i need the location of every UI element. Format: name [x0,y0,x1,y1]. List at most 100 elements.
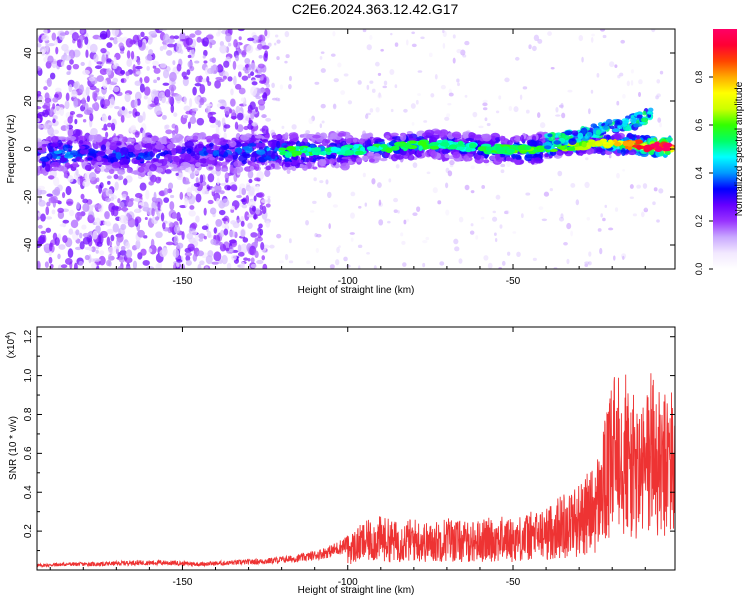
spectral-speckle [515,56,520,61]
spectral-speckle [116,239,121,247]
spectral-speckle [512,231,517,234]
spectral-speckle [75,229,80,236]
spectral-speckle [241,204,248,209]
spectral-speckle [165,124,170,129]
spectral-speckle [188,210,196,217]
spectral-speckle [256,259,264,265]
spectral-ridge-blob [79,158,85,163]
spectral-ridge-blob [190,150,196,157]
spectral-speckle [458,216,464,223]
spectral-speckle [581,56,584,63]
spectral-speckle [604,204,607,209]
spectral-speckle [102,79,108,90]
snr-frame [36,326,676,571]
spectral-speckle [621,253,627,259]
spectral-speckle [96,241,103,247]
spectral-ridge-blob [254,142,265,149]
spectral-speckle [402,262,407,267]
spectral-ridge-blob [286,141,291,145]
spectral-ridge-blob [614,133,622,140]
spectral-speckle [70,219,79,229]
spectral-ridge-blob [72,161,79,168]
spectral-speckle [274,42,277,46]
spectral-ridge-blob [494,152,501,160]
spectral-speckle [176,242,184,249]
spectral-core-blob [286,145,297,152]
spectral-ridge-blob [318,158,326,166]
spectral-speckle [541,218,548,222]
spectral-speckle [118,42,124,49]
spectral-speckle [118,255,126,263]
spectral-speckle [145,46,149,51]
spectral-speckle [258,103,265,111]
spectral-speckle [262,249,268,253]
spectral-speckle [406,218,410,222]
spectral-speckle [202,37,210,47]
spectral-ridge-blob [145,143,154,149]
spectral-speckle [244,57,251,65]
spectral-speckle [257,227,261,233]
spectral-core-blob [537,146,545,153]
spectral-speckle [237,251,245,257]
spectral-speckle [37,111,46,117]
spectral-speckle [410,103,416,109]
spectral-speckle [214,80,221,89]
spectrogram-heatmap [37,29,675,269]
spectral-speckle [240,261,246,269]
spectral-speckle [182,181,191,185]
spectral-speckle [198,238,204,242]
spectral-speckle [513,106,519,113]
spectral-speckle [173,225,181,234]
spectral-speckle [39,234,46,245]
spectral-speckle [158,29,167,32]
colorbar-tick-label: 0.2 [694,215,704,228]
spectral-speckle [195,215,200,223]
colorbar-gradient [713,29,737,269]
spectral-speckle [221,217,228,222]
spectral-speckle [190,230,198,236]
spectral-speckle [146,66,150,71]
spectral-speckle [192,86,197,96]
spectral-speckle [221,198,230,207]
spectral-speckle [378,199,382,206]
spectral-speckle [420,36,425,40]
spectral-speckle [170,194,175,199]
spectral-speckle [261,114,267,119]
spectral-speckle [570,230,574,237]
spectral-branch-blob [580,127,588,135]
spectral-speckle [106,175,112,179]
spectral-speckle [103,221,107,225]
spectral-speckle [84,36,89,45]
spectral-speckle [204,190,209,195]
spectral-speckle [37,43,42,48]
spectral-speckle [219,241,224,247]
spectral-ridge-blob [265,165,272,171]
spectral-speckle [365,114,369,120]
spectral-ridge-blob [53,150,63,154]
spectral-ridge-blob [41,143,48,147]
spectral-speckle [119,249,127,256]
spectral-core-blob [613,141,622,147]
spectral-speckle [314,233,318,238]
snr-x-label: Height of straight line (km) [298,585,415,596]
spectral-ridge-blob [328,158,335,165]
spectral-ridge-blob [291,159,298,166]
spectral-speckle [173,235,179,245]
spectral-ridge-blob [301,133,311,139]
spectral-speckle [169,201,175,211]
spectral-speckle [155,216,160,221]
spectral-speckle [213,184,222,193]
spectral-speckle [88,76,96,82]
spectral-branch-blob [633,123,640,128]
spectral-speckle [241,75,249,81]
spectral-speckle [403,219,407,225]
snr-series-line [37,373,675,568]
spectral-speckle [82,198,89,204]
spectral-speckle [203,49,208,57]
spectral-speckle [482,107,488,111]
spectral-speckle [452,57,456,64]
spectral-speckle [90,128,98,136]
spectral-speckle [64,100,70,110]
spectral-speckle [550,67,555,70]
spectral-speckle [231,254,237,261]
